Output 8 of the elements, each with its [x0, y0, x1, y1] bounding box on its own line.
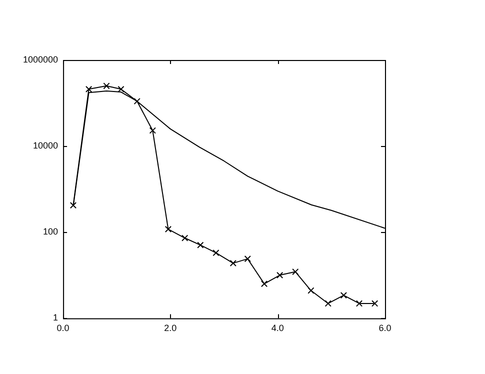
x-tick-label: 0.0: [56, 323, 70, 334]
y-tick-label: 1000000: [22, 54, 58, 64]
y-tick-label: 100: [43, 226, 58, 237]
x-tick-label: 4.0: [271, 323, 284, 334]
y-tick-label: 1: [53, 312, 58, 323]
y-tick-label: 10000: [33, 140, 58, 151]
x-tick-label: 2.0: [164, 323, 177, 334]
x-tick-label: 6.0: [378, 323, 392, 334]
